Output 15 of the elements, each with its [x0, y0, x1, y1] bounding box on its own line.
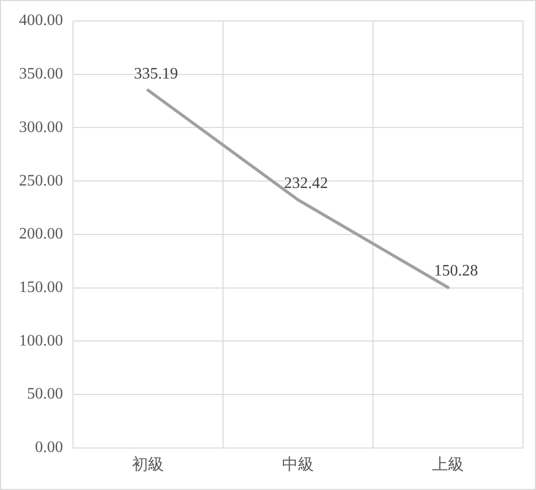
y-tick-label: 200.00: [19, 226, 63, 243]
data-label: 335.19: [134, 65, 178, 82]
y-tick-label: 100.00: [19, 332, 63, 350]
x-tick-label: 中級: [282, 456, 314, 474]
y-tick-label: 250.00: [19, 172, 63, 190]
x-tick-label: 初級: [132, 456, 164, 474]
data-label: 150.28: [434, 262, 478, 280]
y-tick-label: 50.00: [27, 386, 63, 403]
y-tick-label: 150.00: [19, 278, 63, 296]
y-tick-label: 300.00: [19, 118, 63, 136]
y-tick-label: 400.00: [19, 12, 63, 30]
data-label: 232.42: [284, 175, 328, 192]
y-tick-label: 0.00: [35, 439, 63, 456]
x-tick-label: 上級: [432, 456, 464, 474]
y-tick-label: 350.00: [19, 66, 63, 83]
